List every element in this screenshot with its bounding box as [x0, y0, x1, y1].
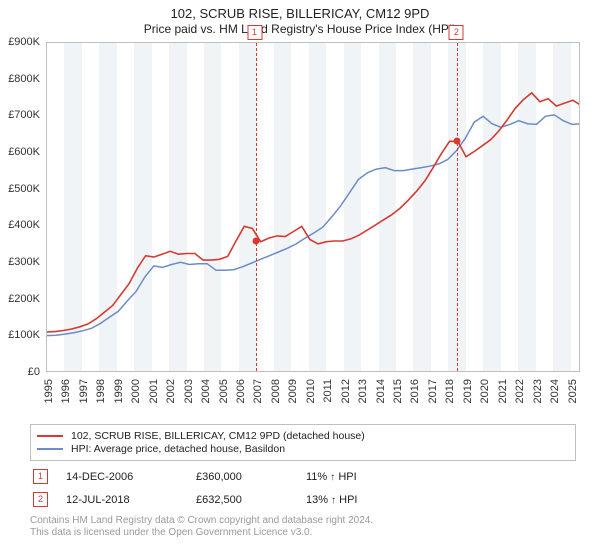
y-tick-label: £800K: [0, 73, 40, 85]
legend-item-prop: 102, SCRUB RISE, BILLERICAY, CM12 9PD (d…: [37, 430, 569, 442]
data-point-row: 1 14-DEC-2006£360,00011% ↑ HPI: [30, 469, 586, 484]
x-tick-label: 2014: [375, 379, 387, 403]
data-points: 1 14-DEC-2006£360,00011% ↑ HPI 2 12-JUL-201…: [30, 469, 586, 507]
x-tick-label: 2007: [252, 379, 264, 403]
x-tick-label: 2001: [148, 379, 160, 403]
reference-point: [252, 238, 259, 245]
reference-marker: 2: [449, 25, 464, 40]
x-tick-label: 2023: [532, 379, 544, 403]
x-tick-label: 2013: [357, 379, 369, 403]
x-tick-label: 1999: [113, 379, 125, 403]
series-hpi: [47, 115, 580, 336]
legend: 102, SCRUB RISE, BILLERICAY, CM12 9PD (d…: [30, 424, 576, 461]
x-tick-label: 2006: [235, 379, 247, 403]
data-point-date: 12-JUL-2018: [66, 494, 196, 506]
x-tick-label: 2010: [305, 379, 317, 403]
x-tick-label: 2012: [340, 379, 352, 403]
legend-label: HPI: Average price, detached house, Basi…: [71, 443, 285, 455]
plot-area: [46, 42, 580, 372]
x-tick-label: 2018: [444, 379, 456, 403]
data-point-row: 2 12-JUL-2018£632,50013% ↑ HPI: [30, 492, 586, 507]
footer: Contains HM Land Registry data © Crown c…: [30, 515, 586, 539]
y-tick-label: £900K: [0, 36, 40, 48]
y-tick-label: £0: [0, 366, 40, 378]
x-tick-label: 2016: [409, 379, 421, 403]
x-tick-label: 2017: [427, 379, 439, 403]
x-tick-label: 2009: [287, 379, 299, 403]
x-tick-label: 1998: [95, 379, 107, 403]
y-tick-label: £400K: [0, 219, 40, 231]
legend-label: 102, SCRUB RISE, BILLERICAY, CM12 9PD (d…: [71, 430, 365, 442]
data-point-number: 1: [33, 469, 48, 484]
data-point-pct: 13% ↑ HPI: [306, 494, 446, 506]
footer-line: This data is licensed under the Open Gov…: [30, 527, 586, 539]
x-tick-label: 2024: [549, 379, 561, 403]
x-tick-label: 2020: [479, 379, 491, 403]
reference-point: [454, 138, 461, 145]
x-tick-label: 2005: [218, 379, 230, 403]
x-tick-label: 2021: [497, 379, 509, 403]
legend-item-hpi: HPI: Average price, detached house, Basi…: [37, 443, 569, 455]
x-tick-label: 1997: [78, 379, 90, 403]
reference-line: [256, 43, 257, 371]
x-tick-label: 2003: [183, 379, 195, 403]
x-tick-label: 1996: [60, 379, 72, 403]
x-tick-label: 2015: [392, 379, 404, 403]
reference-marker: 1: [247, 25, 262, 40]
x-tick-label: 2019: [462, 379, 474, 403]
arrow-up-icon: ↑: [331, 495, 336, 506]
x-tick-label: 2000: [130, 379, 142, 403]
data-point-number: 2: [33, 492, 48, 507]
x-tick-label: 2022: [514, 379, 526, 403]
x-tick-label: 2004: [200, 379, 212, 403]
data-point-price: £360,000: [196, 471, 306, 483]
y-tick-label: £600K: [0, 146, 40, 158]
x-tick-label: 1995: [43, 379, 55, 403]
arrow-up-icon: ↑: [330, 472, 335, 483]
y-tick-label: £500K: [0, 183, 40, 195]
data-point-date: 14-DEC-2006: [66, 471, 196, 483]
series-prop: [47, 93, 580, 332]
x-tick-label: 2002: [165, 379, 177, 403]
legend-swatch: [37, 448, 63, 450]
data-point-price: £632,500: [196, 494, 306, 506]
y-tick-label: £700K: [0, 109, 40, 121]
page-subtitle: Price paid vs. HM Land Registry's House …: [0, 22, 600, 36]
y-tick-label: £300K: [0, 256, 40, 268]
x-tick-label: 2011: [322, 379, 334, 403]
chart: £0£100K£200K£300K£400K£500K£600K£700K£80…: [46, 42, 580, 394]
x-tick-label: 2008: [270, 379, 282, 403]
legend-swatch: [37, 435, 63, 437]
y-tick-label: £200K: [0, 293, 40, 305]
x-tick-label: 2025: [567, 379, 579, 403]
data-point-pct: 11% ↑ HPI: [306, 471, 446, 483]
footer-line: Contains HM Land Registry data © Crown c…: [30, 515, 586, 527]
y-tick-label: £100K: [0, 329, 40, 341]
line-layer: [47, 43, 580, 372]
page-title: 102, SCRUB RISE, BILLERICAY, CM12 9PD: [0, 6, 600, 21]
reference-line: [457, 43, 458, 371]
